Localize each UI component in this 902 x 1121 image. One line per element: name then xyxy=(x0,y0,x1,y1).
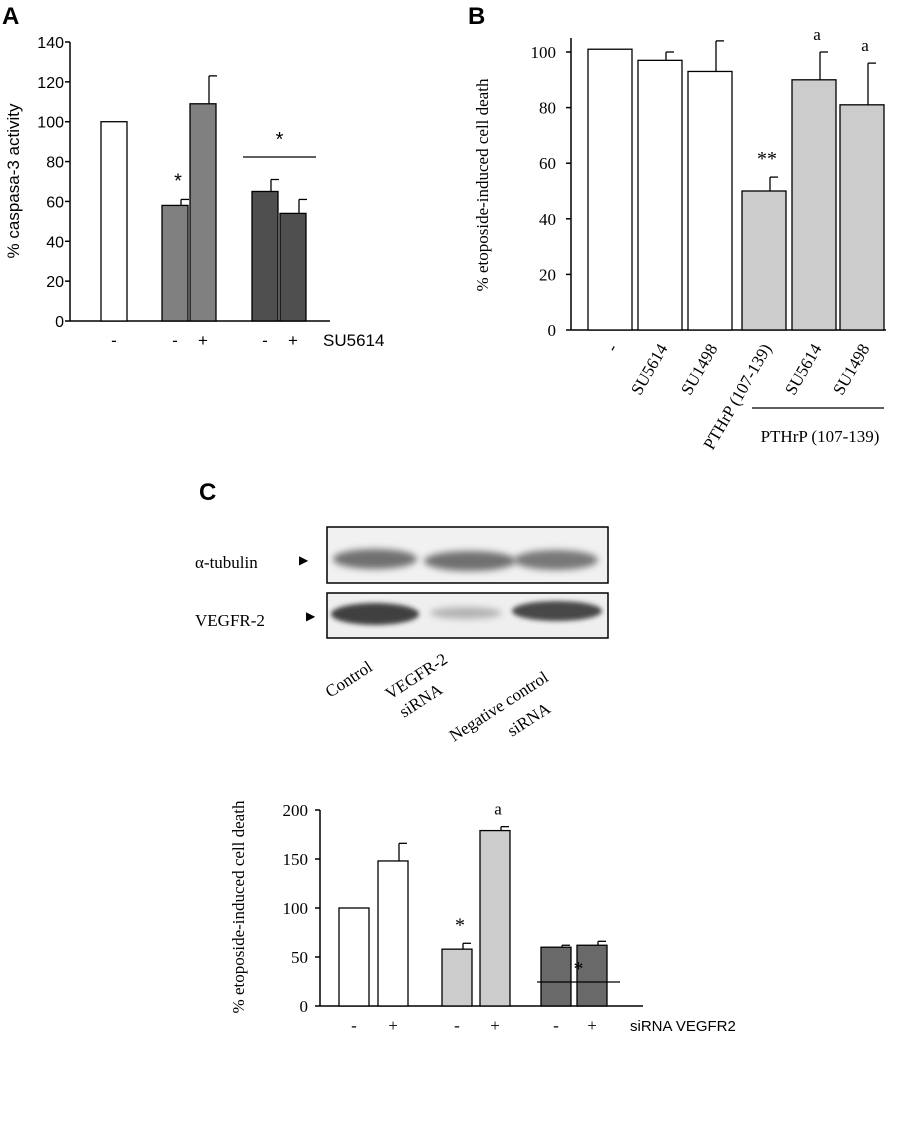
bar xyxy=(576,944,608,1007)
y-tick-label: 120 xyxy=(37,75,64,92)
bar xyxy=(377,860,409,1007)
x-tick-label: SU5614 xyxy=(781,340,826,398)
blot-row-label-vegfr2: VEGFR-2 xyxy=(195,611,265,630)
y-tick-label: 150 xyxy=(283,850,309,869)
y-tick-label: 200 xyxy=(283,801,309,820)
y-tick-label: 40 xyxy=(46,234,64,251)
y-tick-label: 50 xyxy=(291,948,308,967)
x-tick-label: SU1498 xyxy=(677,341,721,399)
bar xyxy=(338,907,370,1007)
y-tick-label: 40 xyxy=(539,210,556,229)
y-tick-label: 140 xyxy=(37,35,64,52)
y-tick-label: 60 xyxy=(539,154,556,173)
x-tick-label: SU1498 xyxy=(829,341,873,399)
bar-annotation: a xyxy=(494,800,502,819)
panel-label-a: A xyxy=(2,3,19,30)
y-tick-label: 20 xyxy=(539,265,556,284)
y-tick-label: 60 xyxy=(46,194,64,211)
bar xyxy=(839,104,885,331)
western-blot: α-tubulin ▶ VEGFR-2 ▶ Control VEGFR-2 si… xyxy=(195,526,609,745)
bar xyxy=(741,190,787,331)
bar-annotation: a xyxy=(813,25,821,44)
y-tick-label: 80 xyxy=(539,99,556,118)
y-axis-title: % caspasa-3 activity xyxy=(4,103,23,258)
y-axis-title: % etoposide-induced cell death xyxy=(229,800,248,1013)
bar xyxy=(687,70,733,331)
bar-annotation: ** xyxy=(757,148,777,170)
y-tick-label: 100 xyxy=(283,899,309,918)
y-tick-label: 0 xyxy=(300,997,309,1016)
blot-arrow-vegfr2-icon: ▶ xyxy=(306,609,316,623)
y-tick-label: 0 xyxy=(548,321,557,340)
x-tick-label: - xyxy=(172,331,178,350)
x-tick-label: - xyxy=(262,331,268,350)
blot-arrow-tubulin-icon: ▶ xyxy=(299,553,309,567)
treatment-label: siRNA VEGFR2 xyxy=(630,1018,736,1035)
x-tick-label: - xyxy=(454,1016,460,1035)
bar xyxy=(279,212,307,322)
y-tick-label: 100 xyxy=(37,115,64,132)
y-tick-label: 0 xyxy=(55,314,64,331)
x-tick-label: SU5614 xyxy=(627,340,672,398)
chart-b-cell-death: 0 20 40 60 80 100 % etoposide-induced cell dea… xyxy=(473,25,886,453)
group-label: PTHrP (107-139) xyxy=(761,427,880,446)
bar xyxy=(441,948,473,1007)
bar xyxy=(587,48,633,331)
group-annotation-label: * xyxy=(574,958,584,980)
bar xyxy=(540,946,572,1007)
bar-annotation: * xyxy=(174,170,182,192)
bar xyxy=(637,59,683,331)
chart-c-cell-death-sirna: 0 50 100 150 200 % etoposide-induced cell dea… xyxy=(229,800,736,1035)
bar xyxy=(479,829,511,1007)
y-tick-label: 20 xyxy=(46,274,64,291)
bar xyxy=(791,79,837,331)
x-tick-label: + xyxy=(490,1016,500,1035)
blot-row-label-tubulin: α-tubulin xyxy=(195,553,258,572)
x-tick-label: - xyxy=(351,1016,357,1035)
panel-label-b: B xyxy=(468,3,485,30)
bar-annotation: a xyxy=(861,36,869,55)
y-tick-label: 100 xyxy=(531,43,557,62)
x-tick-label: + xyxy=(288,331,298,350)
blot-band-tubulin-sirna xyxy=(424,551,516,571)
bar-annotation: * xyxy=(455,914,465,936)
x-tick-label: + xyxy=(388,1016,398,1035)
x-tick-label: - xyxy=(602,340,621,355)
bar xyxy=(251,190,279,322)
bar xyxy=(161,204,189,322)
bar xyxy=(189,103,217,322)
x-tick-label: + xyxy=(587,1016,597,1035)
group-annotation-label: * xyxy=(276,129,284,151)
x-tick-label: - xyxy=(111,331,117,350)
blot-band-vegfr2-control xyxy=(331,603,419,625)
chart-a-caspase-activity: 0 20 40 60 80 100 120 140 % caspasa-3 activity - *… xyxy=(4,35,384,350)
y-axis-title: % etoposide-induced cell death xyxy=(473,78,492,291)
blot-band-vegfr2-sirna xyxy=(430,607,502,619)
y-tick-label: 80 xyxy=(46,155,64,172)
x-tick-label: + xyxy=(198,331,208,350)
bar xyxy=(100,121,128,322)
blot-band-tubulin-control xyxy=(333,549,417,569)
blot-band-tubulin-negative xyxy=(514,550,598,570)
x-tick-label: - xyxy=(553,1016,559,1035)
blot-band-vegfr2-negative xyxy=(512,601,602,621)
treatment-label: SU5614 xyxy=(323,331,384,350)
blot-lane-label-control: Control xyxy=(322,657,376,701)
panel-label-c: C xyxy=(199,479,216,506)
